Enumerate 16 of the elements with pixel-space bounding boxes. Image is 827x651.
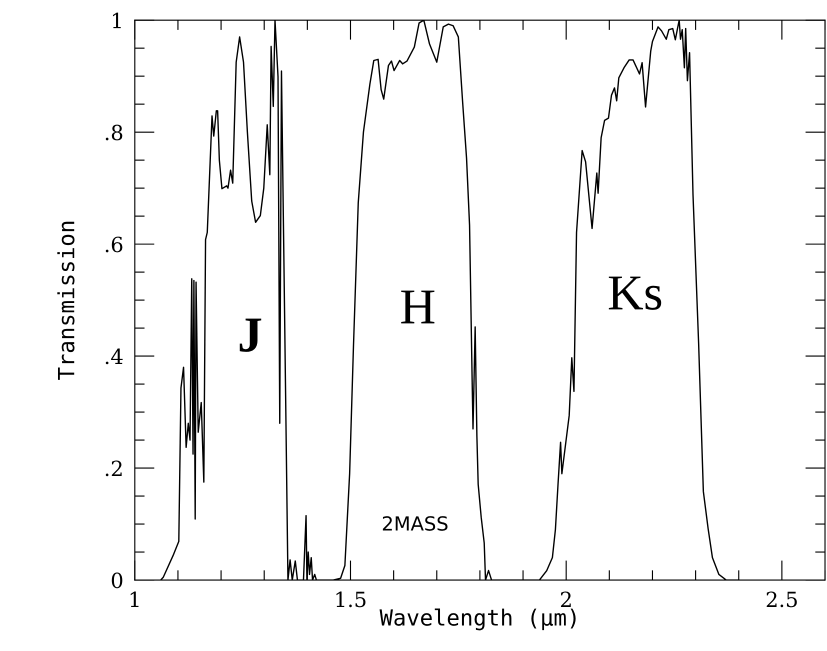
annotation: J <box>240 318 262 352</box>
x-tick-label: 2 <box>560 592 571 607</box>
annotation: 2MASS <box>382 516 448 531</box>
annotation: Ks <box>608 276 662 310</box>
y-tick-label: .6 <box>106 236 122 252</box>
y-axis-title: Transmission <box>57 222 75 380</box>
y-tick-label: 0 <box>112 572 122 588</box>
y-tick-label: .4 <box>106 348 123 364</box>
x-tick-label: 1 <box>130 592 138 607</box>
x-tick-label: 1.5 <box>336 592 366 608</box>
y-tick-label: 1 <box>112 12 121 28</box>
x-tick-label: 2.5 <box>766 592 797 608</box>
y-tick-label: .8 <box>106 124 122 140</box>
annotation: H <box>401 290 434 324</box>
x-axis-title: Wavelength (μm) <box>380 608 576 630</box>
y-tick-label: .2 <box>106 460 122 476</box>
